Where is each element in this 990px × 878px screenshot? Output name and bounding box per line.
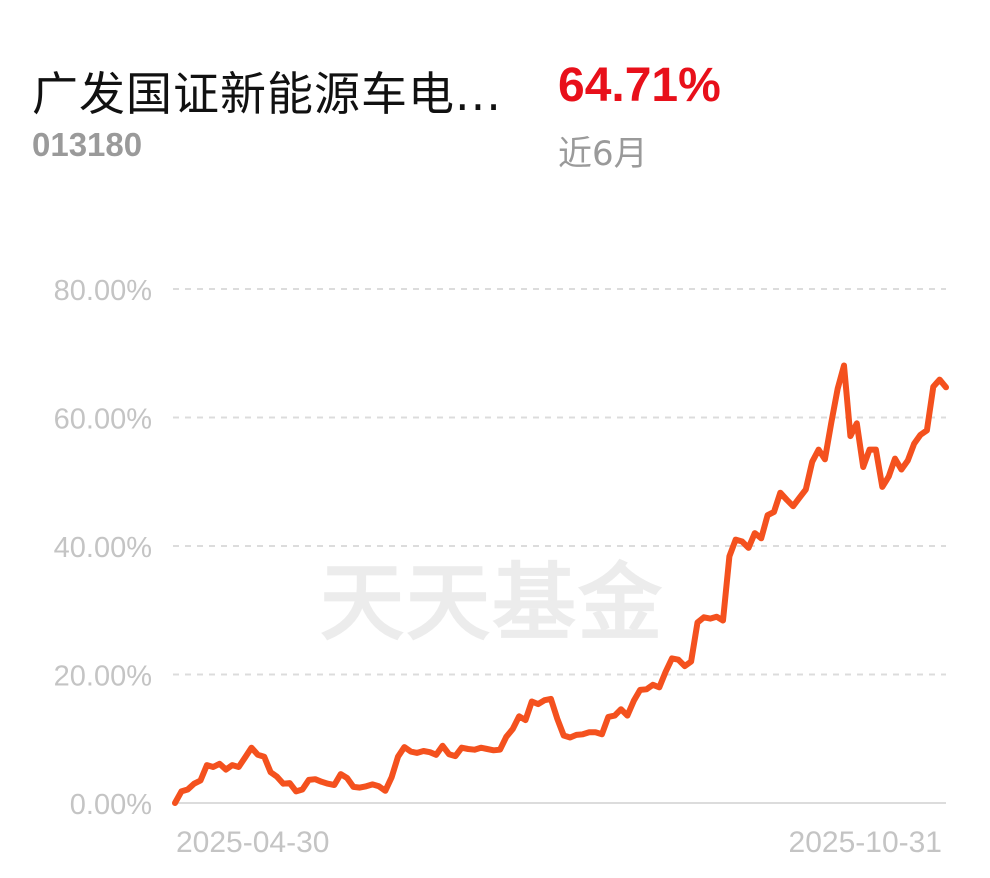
fund-header: 广发国证新能源车电... 013180 64.71% 近6月 xyxy=(0,0,990,190)
x-axis-ticks: 2025-04-30 2025-10-31 xyxy=(176,826,942,859)
x-tick-label: 2025-10-31 xyxy=(789,826,942,859)
y-tick-label: 40.00% xyxy=(54,532,152,564)
y-tick-label: 60.00% xyxy=(54,404,152,436)
series-layer xyxy=(172,362,949,806)
series-line xyxy=(172,362,949,806)
fund-name[interactable]: 广发国证新能源车电... xyxy=(32,67,502,121)
period-label: 近6月 xyxy=(558,134,648,174)
chart-grid xyxy=(173,288,946,804)
y-tick-label: 20.00% xyxy=(54,661,152,693)
fund-code: 013180 xyxy=(32,126,143,163)
x-tick-label: 2025-04-30 xyxy=(176,826,329,859)
y-axis-ticks: 0.00% 20.00% 40.00% 60.00% 80.00% xyxy=(54,275,152,821)
period-return-value: 64.71% xyxy=(558,59,721,112)
y-tick-label: 80.00% xyxy=(54,275,152,307)
y-tick-label: 0.00% xyxy=(70,789,152,821)
watermark-text: 天天基金 xyxy=(320,553,664,652)
